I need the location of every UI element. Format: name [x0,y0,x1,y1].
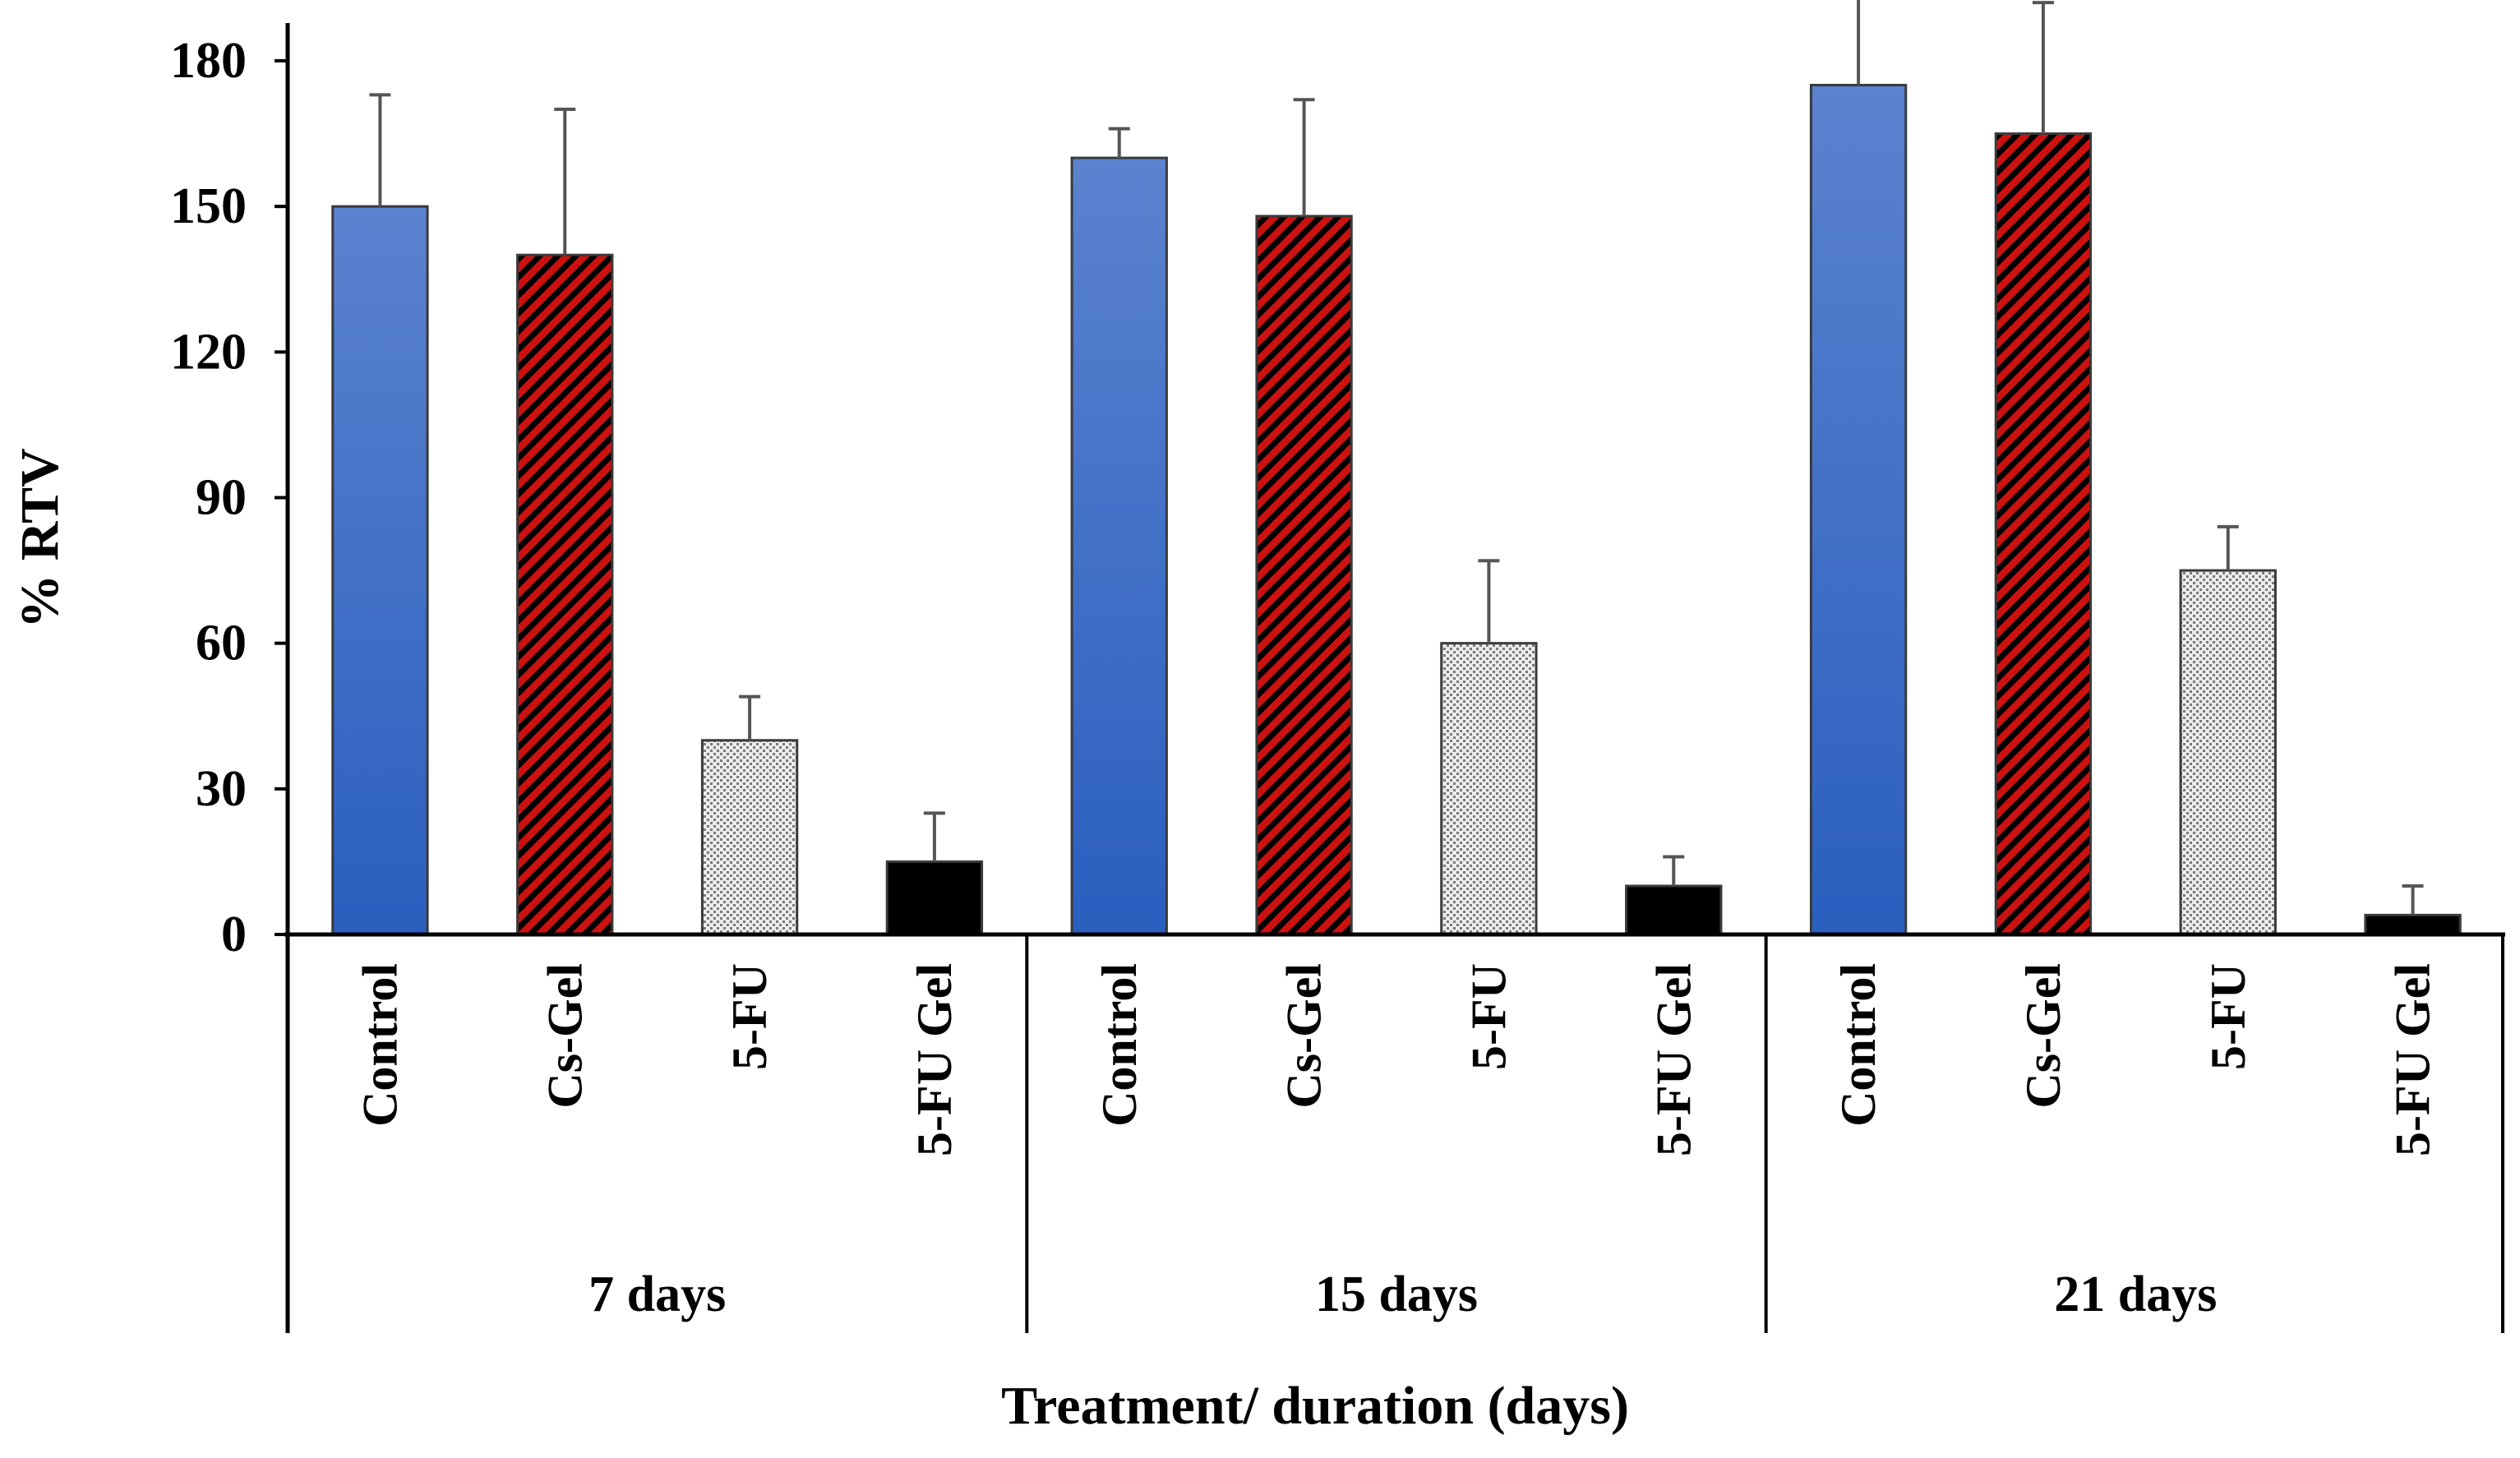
y-tick-label: 120 [170,324,247,380]
bar-control-2 [1070,156,1168,936]
bar-cs-gel-3 [1994,132,2093,936]
bar-cs-gel-1 [516,253,614,936]
bar-cs-gel-2 [1255,215,1353,936]
x-category-label: Control [1092,963,1147,1127]
y-tick-label: 90 [196,470,247,526]
bar-control-3 [1809,84,1908,936]
x-category-label: Control [353,963,407,1127]
y-axis-title: % RTV [10,448,70,629]
y-ticks-layer: 0 30 60 90 120 150 180 [170,33,2504,1333]
bar-5-fu-2 [1440,642,1538,936]
x-category-label: 5-FU [2201,963,2255,1070]
bar-5-fu-3 [2179,569,2277,936]
y-tick-label: 0 [221,907,247,962]
error-bars-layer [369,0,2424,916]
x-category-label: 5-FU [722,963,777,1070]
x-axis-title: Treatment/ duration (days) [1001,1376,1629,1436]
y-tick-label: 180 [170,33,247,89]
bar-5-fu-gel-3 [2364,913,2462,936]
y-tick-label: 60 [196,616,247,671]
x-group-label: 21 days [2054,1267,2217,1322]
x-group-label: 15 days [1315,1267,1478,1322]
x-category-label: 5-FU Gel [907,963,962,1156]
x-category-label: Cs-Gel [2016,963,2070,1109]
x-category-label: Cs-Gel [538,963,592,1109]
x-category-label: 5-FU Gel [2386,963,2440,1156]
x-category-label: Cs-Gel [1277,963,1332,1109]
bar-control-1 [331,205,429,936]
x-category-label: 5-FU Gel [1646,963,1701,1156]
x-category-label: 5-FU [1461,963,1516,1070]
bar-5-fu-gel-2 [1625,884,1723,936]
bars-layer [331,84,2462,936]
y-tick-label: 150 [170,178,247,234]
bar-5-fu-1 [700,739,799,936]
bar-5-fu-gel-1 [885,860,984,936]
y-tick-label: 30 [196,761,247,817]
x-labels-layer: Control Cs-Gel 5-FU 5-FU Gel 7 days Control Cs… [353,963,2439,1322]
x-group-label: 7 days [588,1267,726,1322]
x-category-label: Control [1831,963,1885,1127]
